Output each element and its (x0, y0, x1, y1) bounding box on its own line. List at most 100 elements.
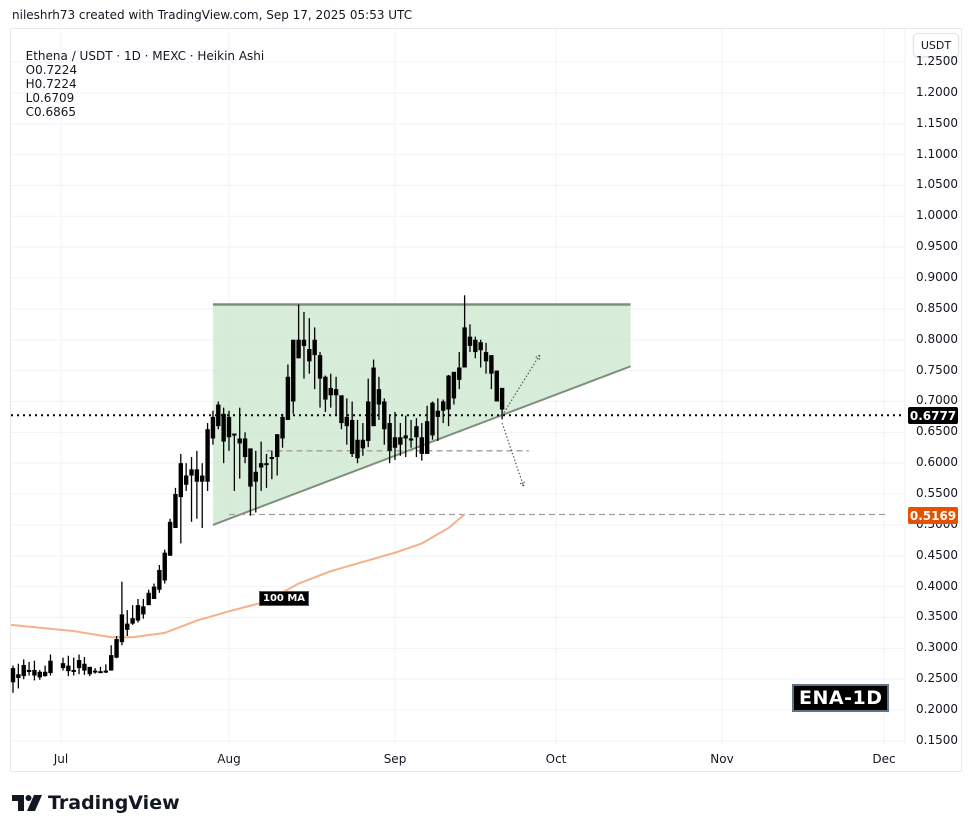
candle-body (87, 666, 92, 675)
candle-body (408, 438, 414, 441)
candle-body (344, 416, 350, 427)
candle-body (349, 419, 355, 454)
ma100-line (10, 513, 466, 639)
candle-body (457, 367, 462, 380)
price-tick-label: 1.2500 (916, 54, 958, 68)
ohlc-close: C0.6865 (25, 105, 77, 119)
price-tick-label: 0.7000 (916, 393, 958, 408)
candle-body (499, 387, 505, 410)
time-tick-label: Sep (383, 752, 407, 766)
chart-credit: nileshrh73 created with TradingView.com,… (12, 8, 413, 22)
candle-body (446, 375, 451, 410)
candle-body (119, 614, 125, 643)
candle-body (451, 371, 457, 399)
candle-body (48, 660, 53, 674)
price-tick-label: 0.1500 (916, 732, 958, 747)
price-tick-label: 1.1000 (916, 146, 958, 161)
candle-body (98, 671, 103, 674)
time-tick-label: Dec (872, 752, 896, 766)
price-tick-label: 0.9500 (916, 239, 958, 254)
candle-body (157, 569, 162, 590)
ma-label: 100 MA (259, 591, 310, 606)
price-tick-label: 0.6000 (916, 455, 958, 470)
candle-body (16, 674, 21, 678)
candle-body (424, 421, 430, 454)
candle-body (473, 339, 478, 353)
candle-body (328, 387, 333, 396)
price-tick-label: 0.5500 (916, 486, 958, 501)
last-price-tag: 0.6777 (908, 407, 958, 424)
price-tick-label: 0.2000 (916, 702, 958, 717)
time-tick-label: Aug (217, 752, 241, 766)
candle-body (274, 434, 280, 458)
candle-body (103, 670, 109, 673)
candle-body (478, 342, 483, 351)
projection-arrow-up (501, 354, 541, 416)
candle-body (210, 416, 216, 439)
currency-button[interactable]: USDT (913, 33, 959, 57)
candle-body (141, 606, 146, 615)
triangle-pattern (212, 304, 631, 525)
candle-body (280, 416, 285, 439)
candle-body (60, 663, 66, 669)
price-tick-label: 0.8000 (916, 331, 958, 346)
candle-body (382, 401, 387, 430)
candle-body (264, 463, 269, 466)
candle-body (312, 339, 317, 356)
candle-body (167, 521, 173, 556)
candle-body (253, 471, 258, 482)
candle-body (301, 339, 307, 346)
tradingview-logo-icon (12, 795, 42, 811)
candle-body (125, 623, 130, 630)
price-tick-label: 1.0000 (916, 208, 958, 223)
candle-body (108, 655, 114, 671)
candle-body (189, 469, 194, 476)
candle-body (258, 463, 264, 468)
candle-body (237, 438, 242, 444)
ma-price-tag: 0.5169 (908, 507, 958, 524)
candle-body (135, 605, 141, 621)
price-tick-label: 0.8500 (916, 300, 958, 315)
candle-body (162, 552, 167, 581)
candle-body (248, 448, 253, 487)
candle-body (221, 413, 226, 442)
candle-body (414, 426, 419, 438)
candle-body (296, 339, 301, 359)
price-tick-label: 0.3000 (916, 640, 958, 655)
symbol-info: Ethena / USDT · 1D · MEXC · Heikin Ashi (25, 49, 265, 63)
candle-body (387, 423, 392, 451)
candle-body (37, 671, 42, 678)
time-tick-label: Nov (710, 752, 734, 766)
candle-body (398, 437, 403, 445)
candle-body (216, 404, 221, 427)
price-tick-label: 1.0500 (916, 177, 958, 192)
candle-body (317, 355, 323, 379)
candle-body (339, 395, 344, 424)
ohlc-open: O0.7224 (25, 63, 78, 77)
candle-body (371, 367, 376, 427)
candle-body (242, 438, 248, 458)
symbol-legend: Ethena / USDT · 1D · MEXC · Heikin Ashi … (18, 35, 270, 119)
candle-body (200, 475, 205, 482)
price-tick-label: 0.3500 (916, 609, 958, 624)
candle-body (178, 463, 184, 498)
tradingview-brand[interactable]: TradingView (12, 792, 180, 814)
ohlc-high: H0.7224 (25, 77, 77, 91)
candle-body (333, 389, 339, 396)
time-tick-label: Jul (53, 752, 69, 766)
candle-body (403, 435, 408, 439)
candle-body (467, 336, 473, 346)
candle-body (205, 429, 210, 482)
candle-body (232, 433, 237, 436)
candle-body (494, 370, 499, 402)
candle-body (173, 494, 178, 528)
candle-body (32, 669, 37, 676)
brand-name: TradingView (48, 792, 180, 814)
candle-body (323, 376, 328, 400)
candle-body (130, 618, 135, 624)
price-tick-label: 0.6500 (916, 424, 958, 439)
candle-body (21, 665, 26, 677)
price-tick-label: 0.4500 (916, 547, 958, 562)
candle-body (307, 348, 312, 362)
